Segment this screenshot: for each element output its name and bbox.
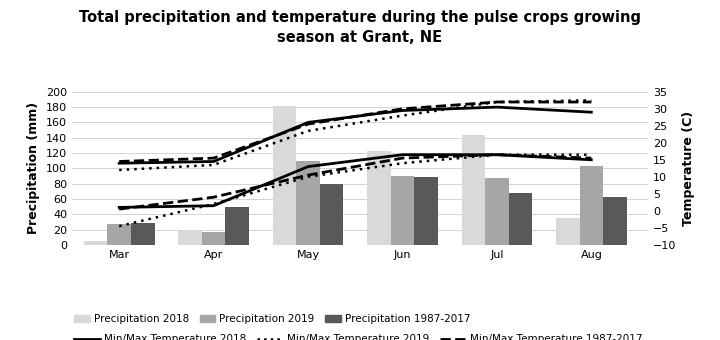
Bar — [414, 177, 438, 245]
Bar — [603, 197, 626, 245]
Bar — [391, 176, 414, 245]
Bar — [107, 224, 131, 245]
Bar — [509, 193, 532, 245]
Bar — [179, 230, 202, 245]
Bar — [202, 232, 225, 245]
Bar — [462, 135, 485, 245]
Legend: Precipitation 2018, Precipitation 2019, Precipitation 1987-2017: Precipitation 2018, Precipitation 2019, … — [70, 310, 474, 328]
Bar — [580, 166, 603, 245]
Legend: Min/Max Temperature 2018, Min/Max Temperature 2019, Min/Max Temperature 1987-201: Min/Max Temperature 2018, Min/Max Temper… — [70, 330, 647, 340]
Bar — [367, 152, 391, 245]
Bar — [225, 207, 249, 245]
Bar — [556, 218, 580, 245]
Y-axis label: Temperature (C): Temperature (C) — [682, 111, 695, 226]
Bar — [273, 105, 296, 245]
Text: Total precipitation and temperature during the pulse crops growing
season at Gra: Total precipitation and temperature duri… — [79, 10, 641, 45]
Bar — [84, 241, 107, 245]
Bar — [131, 223, 155, 245]
Bar — [320, 184, 343, 245]
Bar — [485, 178, 509, 245]
Y-axis label: Precipitation (mm): Precipitation (mm) — [27, 102, 40, 234]
Bar — [296, 160, 320, 245]
